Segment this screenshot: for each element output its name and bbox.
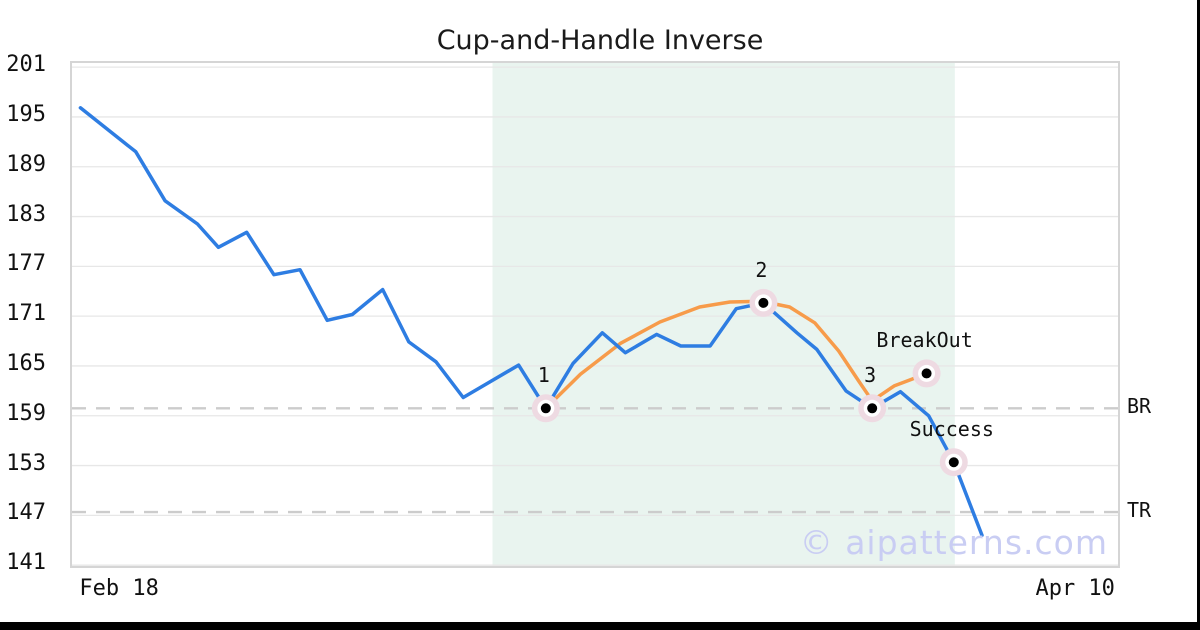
chart-title: Cup-and-Handle Inverse	[436, 25, 764, 56]
y-tick-label: 159	[6, 400, 46, 426]
frame-border-right	[1197, 0, 1200, 630]
marker-label-3: 3	[864, 363, 877, 388]
x-tick-label: Apr 10	[1035, 576, 1115, 601]
marker-label-2: 2	[755, 257, 768, 282]
y-tick-label: 165	[6, 350, 46, 376]
y-tick-label: 171	[6, 301, 46, 327]
y-tick-label: 153	[6, 450, 46, 476]
marker-label-1: 1	[537, 363, 550, 388]
y-tick-label: 195	[6, 101, 46, 127]
frame-border-bottom	[0, 622, 1200, 630]
marker-dot	[867, 403, 878, 414]
y-tick-label: 177	[6, 251, 46, 277]
marker-dot	[921, 368, 932, 379]
marker-label-breakout: BreakOut	[876, 328, 973, 353]
y-tick-label: 141	[6, 550, 46, 576]
pattern-overlay-line	[544, 299, 929, 411]
reference-line-label-br: BR	[1127, 394, 1152, 419]
y-tick-label: 183	[6, 201, 46, 227]
plot-area	[70, 61, 1120, 568]
y-tick-label: 201	[6, 52, 46, 78]
watermark: © aipatterns.com	[799, 523, 1108, 562]
y-tick-label: 147	[6, 500, 46, 526]
y-tick-label: 189	[6, 151, 46, 177]
marker-label-success: Success	[909, 417, 994, 442]
marker-dot	[540, 403, 551, 414]
marker-dot	[948, 457, 959, 468]
x-tick-label: Feb 18	[79, 576, 159, 601]
pattern-shaded-region	[492, 63, 955, 566]
marker-dot	[758, 297, 769, 308]
price-line	[78, 106, 984, 538]
reference-line-label-tr: TR	[1127, 498, 1152, 523]
chart-canvas	[72, 63, 1118, 566]
